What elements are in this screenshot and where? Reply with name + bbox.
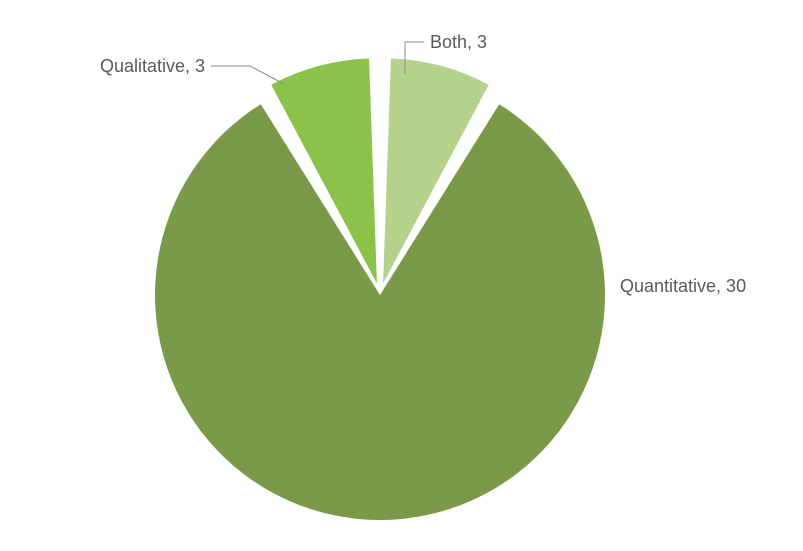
leader-line-qualitative <box>211 66 284 84</box>
label-qualitative: Qualitative, 3 <box>100 56 205 76</box>
label-both: Both, 3 <box>430 32 487 52</box>
label-quantitative: Quantitative, 30 <box>620 276 746 296</box>
pie-chart: Both, 3 Quantitative, 30 Qualitative, 3 <box>0 0 803 551</box>
pie-slices <box>155 59 605 520</box>
pie-slice-quantitative <box>155 104 605 520</box>
